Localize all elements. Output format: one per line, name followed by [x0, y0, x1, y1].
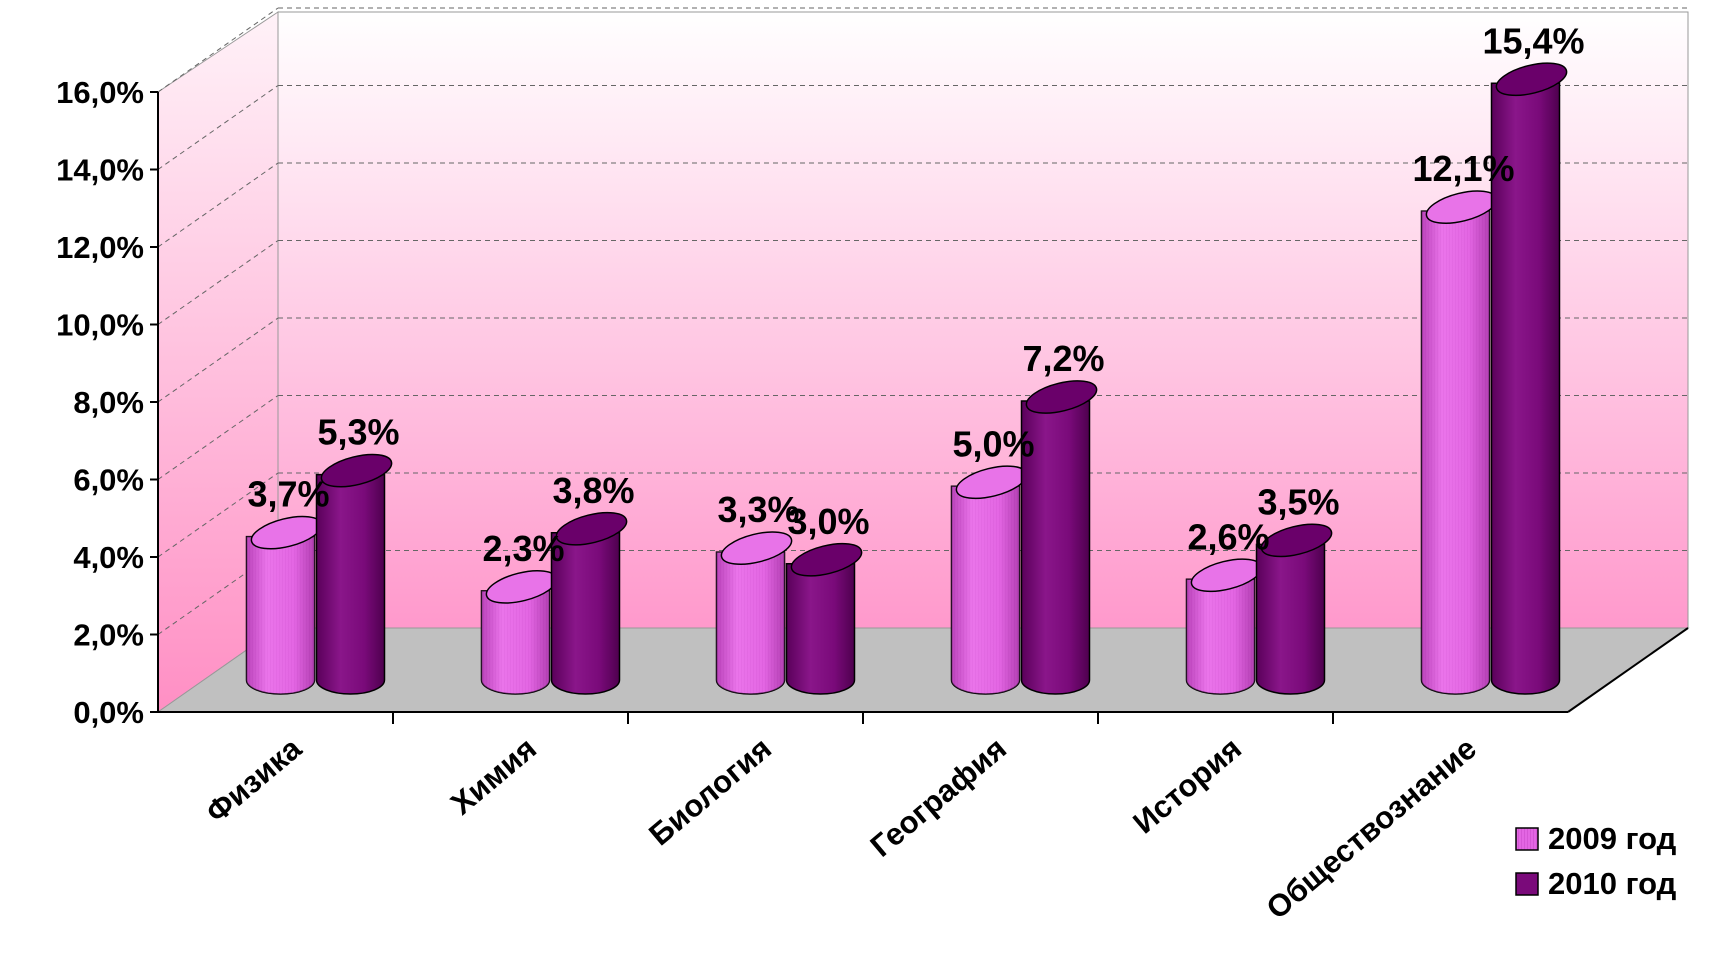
legend-swatch-2010 — [1515, 872, 1539, 896]
bar-2010-5 — [1490, 62, 1568, 695]
data-label-2010-5: 15,4% — [1482, 20, 1584, 61]
category-label-2: Биология — [642, 731, 778, 853]
y-tick-label: 14,0% — [56, 153, 144, 188]
y-axis-ticks: 0,0% 2,0% 4,0% 6,0% 8,0% 10,0% 12,0% 14,0% 16,0% — [56, 75, 158, 730]
y-tick-label: 2,0% — [73, 618, 144, 653]
category-labels: Физика Химия Биология География История Общес… — [199, 730, 1483, 926]
gridlines — [157, 7, 1688, 635]
data-label-2010-2: 3,0% — [787, 501, 869, 542]
data-label-2009-2: 3,3% — [717, 489, 799, 530]
bars — [245, 62, 1568, 695]
cylinder-hatch — [1186, 579, 1255, 694]
data-label-2009-1: 2,3% — [482, 528, 564, 569]
category-label-1: Химия — [444, 731, 543, 822]
bar-2009-3 — [950, 465, 1028, 695]
legend-label-2009: 2009 год — [1548, 821, 1677, 856]
gridline-side — [157, 85, 279, 170]
y-tick-label: 8,0% — [73, 385, 144, 420]
bar-2010-3 — [1020, 380, 1098, 695]
category-label-3: География — [864, 731, 1013, 864]
cylinder-hatch — [481, 590, 550, 694]
data-label-2009-0: 3,7% — [247, 474, 329, 515]
legend-swatch-2009 — [1515, 827, 1539, 851]
bar-2009-1 — [480, 569, 558, 695]
category-label-5: Обществознание — [1260, 731, 1483, 926]
category-label-4: История — [1126, 731, 1248, 841]
gridline-side — [157, 240, 279, 325]
bar-2010-4 — [1255, 523, 1333, 695]
y-tick-label: 10,0% — [56, 308, 144, 343]
cylinder-top — [555, 511, 628, 546]
cylinder-body — [315, 473, 386, 695]
y-tick-label: 4,0% — [73, 540, 144, 575]
data-label-2010-0: 5,3% — [317, 412, 399, 453]
cylinder-top — [1495, 62, 1568, 97]
gridline-side — [157, 472, 279, 558]
cylinder-body — [1020, 400, 1091, 695]
axes: 0,0% 2,0% 4,0% 6,0% 8,0% 10,0% 12,0% 14,0% 16,0% — [56, 75, 1689, 730]
cylinder-top — [320, 453, 393, 488]
cylinder-body — [1255, 543, 1326, 695]
bar-2009-5 — [1420, 190, 1498, 695]
gridline-side — [157, 317, 279, 403]
cylinder-hatch — [246, 536, 315, 694]
cylinder-top — [1025, 380, 1098, 414]
y-tick-label: 16,0% — [56, 75, 144, 110]
data-labels: 3,7% 5,3% 2,3% 3,8% 3,3%3,0% 5,0% 7,2% 2,6%3,5%… — [247, 20, 1584, 569]
legend-label-2010: 2010 год — [1548, 866, 1677, 901]
x-axis-ticks — [392, 712, 1334, 724]
gridline-side — [157, 7, 279, 93]
bar-2009-4 — [1185, 558, 1263, 695]
cylinder-body — [1490, 82, 1561, 695]
y-tick-label: 0,0% — [73, 695, 144, 730]
gridline-side — [157, 395, 279, 480]
bar-2009-2 — [715, 531, 793, 695]
gridline-side — [157, 162, 279, 248]
data-label-2010-1: 3,8% — [552, 470, 634, 511]
cylinder-top — [790, 542, 863, 577]
data-label-2009-3: 5,0% — [952, 423, 1034, 464]
cylinder-body — [550, 532, 621, 695]
category-label-0: Физика — [199, 730, 308, 830]
y-tick-label: 12,0% — [56, 230, 144, 265]
bar-2010-2 — [785, 542, 863, 695]
cylinder-hatch — [1421, 211, 1490, 694]
cylinder-body — [785, 563, 856, 695]
cylinder-hatch — [716, 552, 785, 694]
data-label-2010-4: 3,5% — [1257, 481, 1339, 522]
data-label-2009-4: 2,6% — [1187, 516, 1269, 557]
floor-right-edge — [1567, 627, 1689, 713]
gridline-side — [157, 550, 279, 635]
data-label-2009-5: 12,1% — [1412, 148, 1514, 189]
bar-2009-0 — [245, 515, 323, 695]
cylinder-top — [1260, 523, 1333, 558]
cylinder-hatch — [951, 486, 1020, 694]
y-tick-label: 6,0% — [73, 463, 144, 498]
bar-2010-1 — [550, 511, 628, 695]
bar-2010-0 — [315, 453, 393, 695]
data-label-2010-3: 7,2% — [1022, 338, 1104, 379]
cylinder-top — [720, 531, 793, 566]
legend: 2009 год 2010 год — [1515, 821, 1677, 901]
